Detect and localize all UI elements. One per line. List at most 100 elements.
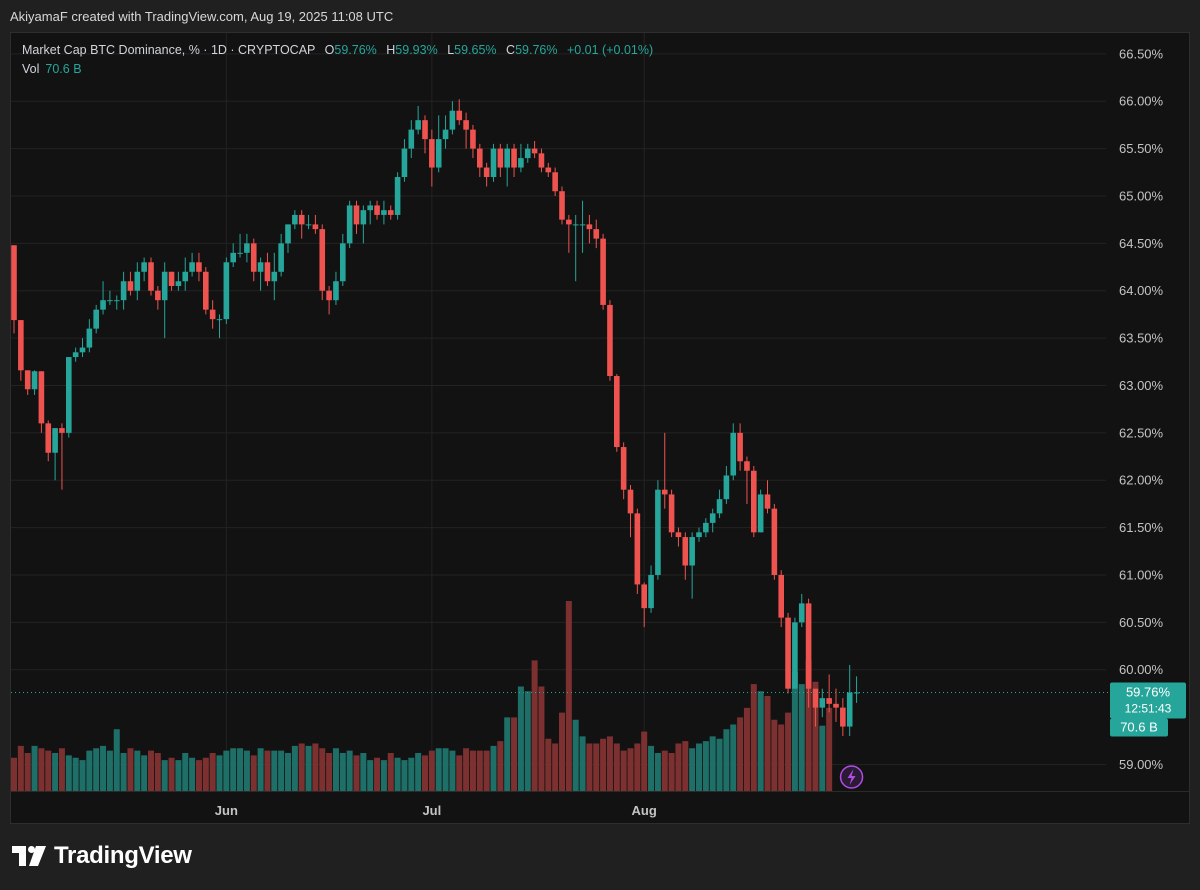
candle-body [826, 698, 832, 704]
candle-body [264, 262, 271, 282]
candle-body [209, 309, 216, 320]
volume-bar [79, 760, 86, 791]
candle-body [257, 262, 264, 272]
candle-body [346, 205, 353, 244]
volume-bar [504, 717, 511, 791]
volume-row: Vol 70.6 B [22, 60, 653, 79]
volume-bar [154, 753, 161, 791]
volume-bar [264, 750, 271, 791]
volume-bar [346, 750, 353, 791]
volume-bar [620, 750, 627, 791]
volume-bar [250, 755, 257, 791]
volume-bar [463, 748, 470, 791]
volume-bar [141, 755, 148, 791]
volume-label: Vol [22, 62, 40, 76]
candle-body [586, 224, 593, 230]
volume-bar [600, 738, 607, 791]
volume-bar [305, 745, 312, 791]
candle-body [470, 129, 476, 149]
volume-bar [435, 748, 442, 791]
candle-body [374, 205, 380, 215]
volume-bar [387, 753, 394, 791]
volume-bar [216, 755, 223, 791]
candle-body [675, 532, 682, 538]
volume-bar [58, 748, 65, 791]
candle-body [668, 494, 675, 533]
candle-body [689, 537, 695, 566]
volume-bar [442, 748, 449, 791]
volume-bar [195, 760, 202, 791]
volume-bar [113, 729, 120, 791]
volume-bar [182, 753, 189, 791]
y-tick-label: 61.50% [1119, 520, 1164, 535]
candle-body [531, 148, 538, 154]
y-tick-label: 64.50% [1119, 236, 1164, 251]
close-label: C [506, 43, 516, 57]
candle-body [853, 692, 860, 694]
candle-body [333, 281, 339, 301]
volume-bar [634, 743, 641, 791]
candle-body [552, 172, 558, 192]
candle-body [771, 508, 778, 575]
candle-body [394, 177, 401, 215]
candle-body [107, 300, 113, 302]
volume-bar [230, 748, 237, 791]
low-value: 59.65% [454, 43, 497, 57]
volume-bar [291, 745, 298, 791]
volume-bar [24, 753, 31, 791]
candle-body [148, 262, 154, 291]
candle-body [648, 574, 654, 609]
candle-body [661, 489, 668, 495]
candle-body [11, 245, 17, 321]
candle-body [730, 432, 737, 476]
chart-panel[interactable]: 66.50% 66.00% 65.50% 65.00% 64.50% 64.00% 63.5… [10, 32, 1190, 824]
candle-body [497, 148, 504, 168]
volume-bar [641, 731, 648, 791]
candle-body [456, 110, 463, 121]
candle-body [490, 148, 497, 178]
volume-bar [552, 743, 559, 791]
x-tick-label: Aug [632, 803, 657, 818]
volume-bar [161, 760, 168, 791]
chart-legend: Market Cap BTC Dominance, % · 1D · CRYPT… [22, 41, 653, 79]
candle-body [24, 370, 31, 390]
candle-body [168, 271, 175, 286]
candlestick-chart[interactable]: 66.50% 66.00% 65.50% 65.00% 64.50% 64.00% 63.5… [11, 33, 1189, 823]
volume-bar [175, 760, 182, 791]
candle-body [175, 281, 182, 286]
y-tick-label: 62.00% [1119, 473, 1164, 488]
volume-bar [380, 760, 387, 791]
candle-body [620, 447, 627, 490]
candle-body [59, 428, 65, 433]
candle-body [237, 252, 243, 254]
volume-bar [415, 753, 422, 791]
volume-bar [709, 736, 716, 791]
candle-body [134, 271, 141, 291]
candle-body [271, 271, 278, 282]
candle-body [45, 423, 52, 453]
candle-body [524, 148, 531, 159]
candle-body [250, 243, 257, 272]
volume-bar [209, 753, 216, 791]
candle-body [744, 461, 750, 471]
candle-body [696, 532, 702, 538]
candle-body [764, 494, 771, 509]
volume-bar [785, 712, 792, 791]
y-tick-label: 59.00% [1119, 757, 1164, 772]
candle-body [367, 205, 373, 211]
candle-body [381, 210, 387, 215]
candle-body [477, 148, 483, 168]
candle-body [716, 499, 723, 514]
candle-body [778, 574, 784, 618]
volume-bar [791, 672, 798, 791]
open-label: O [324, 43, 335, 57]
volume-bar [367, 760, 374, 791]
price-tag-value: 59.76% [1126, 684, 1171, 699]
volume-bar [654, 753, 661, 791]
volume-bar [285, 753, 291, 791]
volume-bar [134, 750, 141, 791]
symbol-title[interactable]: Market Cap BTC Dominance, % · 1D · CRYPT… [22, 43, 316, 57]
volume-bar [93, 748, 100, 791]
volume-bar [72, 757, 79, 791]
candle-body [18, 320, 24, 371]
